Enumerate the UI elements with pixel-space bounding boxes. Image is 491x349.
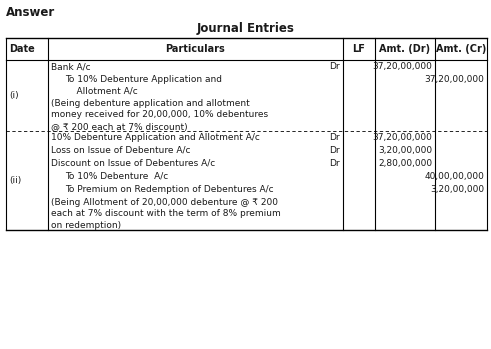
Text: Dr: Dr bbox=[329, 62, 340, 71]
Text: Discount on Issue of Debentures A/c: Discount on Issue of Debentures A/c bbox=[51, 159, 215, 168]
Text: Dr: Dr bbox=[329, 146, 340, 155]
Text: 37,20,00,000: 37,20,00,000 bbox=[424, 75, 484, 84]
Text: 2,80,00,000: 2,80,00,000 bbox=[378, 159, 432, 168]
Text: 10% Debenture Application and Allotment A/c: 10% Debenture Application and Allotment … bbox=[51, 133, 260, 142]
Text: Date: Date bbox=[9, 44, 35, 54]
Text: To 10% Debenture  A/c: To 10% Debenture A/c bbox=[65, 172, 168, 181]
Text: Bank A/c: Bank A/c bbox=[51, 62, 91, 71]
Text: Answer: Answer bbox=[6, 6, 55, 19]
Text: 3,20,00,000: 3,20,00,000 bbox=[430, 185, 484, 194]
Text: 40,00,00,000: 40,00,00,000 bbox=[424, 172, 484, 181]
Text: Dr: Dr bbox=[329, 159, 340, 168]
Text: (i): (i) bbox=[9, 91, 19, 100]
Text: To Premium on Redemption of Debentures A/c: To Premium on Redemption of Debentures A… bbox=[65, 185, 273, 194]
Text: Amt. (Dr): Amt. (Dr) bbox=[380, 44, 431, 54]
Text: (Being debenture application and allotment
money received for 20,00,000, 10% deb: (Being debenture application and allotme… bbox=[51, 99, 268, 131]
Text: Amt. (Cr): Amt. (Cr) bbox=[436, 44, 486, 54]
Text: Dr: Dr bbox=[329, 133, 340, 142]
Text: Journal Entries: Journal Entries bbox=[196, 22, 295, 35]
Text: 37,20,00,000: 37,20,00,000 bbox=[372, 62, 432, 71]
Text: Loss on Issue of Debenture A/c: Loss on Issue of Debenture A/c bbox=[51, 146, 191, 155]
Text: Particulars: Particulars bbox=[165, 44, 225, 54]
Text: (ii): (ii) bbox=[9, 176, 21, 185]
Text: LF: LF bbox=[353, 44, 365, 54]
Text: 37,20,00,000: 37,20,00,000 bbox=[372, 133, 432, 142]
Text: To 10% Debenture Application and
    Allotment A/c: To 10% Debenture Application and Allotme… bbox=[65, 75, 222, 96]
Text: 3,20,00,000: 3,20,00,000 bbox=[378, 146, 432, 155]
Text: (Being Allotment of 20,00,000 debenture @ ₹ 200
each at 7% discount with the ter: (Being Allotment of 20,00,000 debenture … bbox=[51, 198, 281, 230]
